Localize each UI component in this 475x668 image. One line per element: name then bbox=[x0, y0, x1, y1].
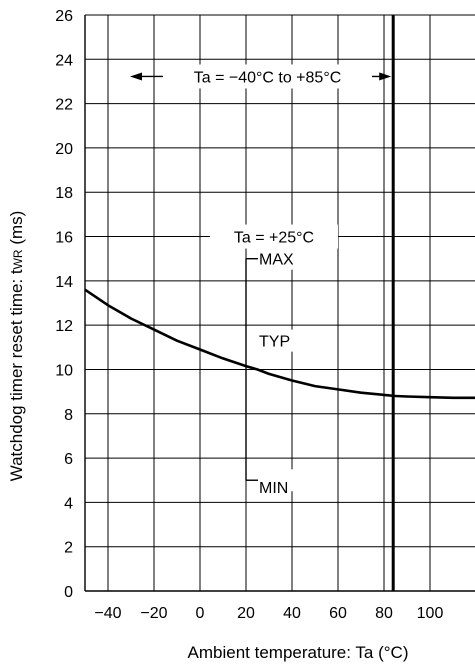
y-tick-label: 22 bbox=[55, 97, 73, 114]
x-tick-label: 0 bbox=[196, 605, 205, 622]
y-tick-label: 12 bbox=[55, 318, 73, 335]
max-label: MAX bbox=[259, 252, 294, 269]
typ-label-background bbox=[256, 329, 302, 352]
x-tick-label: 60 bbox=[329, 605, 347, 622]
x-tick-label: 40 bbox=[283, 605, 301, 622]
x-tick-label: 20 bbox=[237, 605, 255, 622]
min-label-background bbox=[256, 469, 302, 492]
y-tick-label: 6 bbox=[64, 451, 73, 468]
range-annotation-text: Ta = −40°C to +85°C bbox=[194, 69, 342, 86]
y-axis-label: Watchdog timer reset time: tWR (ms) bbox=[7, 211, 26, 482]
x-tick-label: 80 bbox=[375, 605, 393, 622]
x-tick-label: −40 bbox=[94, 605, 121, 622]
range-arrow-left-head bbox=[130, 72, 142, 81]
y-tick-label: 16 bbox=[55, 230, 73, 247]
y-axis-label-unit: (ms) bbox=[7, 211, 26, 250]
y-tick-label: 2 bbox=[64, 540, 73, 557]
max-label-background bbox=[256, 247, 308, 270]
y-tick-label: 4 bbox=[64, 495, 73, 512]
y-axis-label-main: Watchdog timer reset time: t bbox=[7, 269, 26, 481]
typ-curve bbox=[84, 288, 475, 400]
typ-label: TYP bbox=[259, 334, 290, 351]
y-tick-label: 24 bbox=[55, 52, 73, 69]
x-tick-label: 100 bbox=[417, 605, 444, 622]
y-tick-label: 18 bbox=[55, 185, 73, 202]
y-tick-label: 20 bbox=[55, 141, 73, 158]
y-tick-label: 26 bbox=[55, 8, 73, 25]
x-axis-label: Ambient temperature: Ta (°C) bbox=[188, 643, 409, 662]
min-label: MIN bbox=[259, 480, 288, 497]
range-arrow-right-head bbox=[379, 72, 392, 81]
y-tick-label: 0 bbox=[64, 584, 73, 601]
spread-title-background bbox=[210, 224, 338, 249]
y-tick-label: 8 bbox=[64, 407, 73, 424]
spread-title: Ta = +25°C bbox=[234, 230, 314, 247]
range-label-background bbox=[163, 64, 372, 89]
y-tick-label: 10 bbox=[55, 362, 73, 379]
x-tick-label: −20 bbox=[140, 605, 167, 622]
y-axis-label-subscript: WR bbox=[11, 249, 25, 269]
y-tick-label: 14 bbox=[55, 274, 73, 291]
